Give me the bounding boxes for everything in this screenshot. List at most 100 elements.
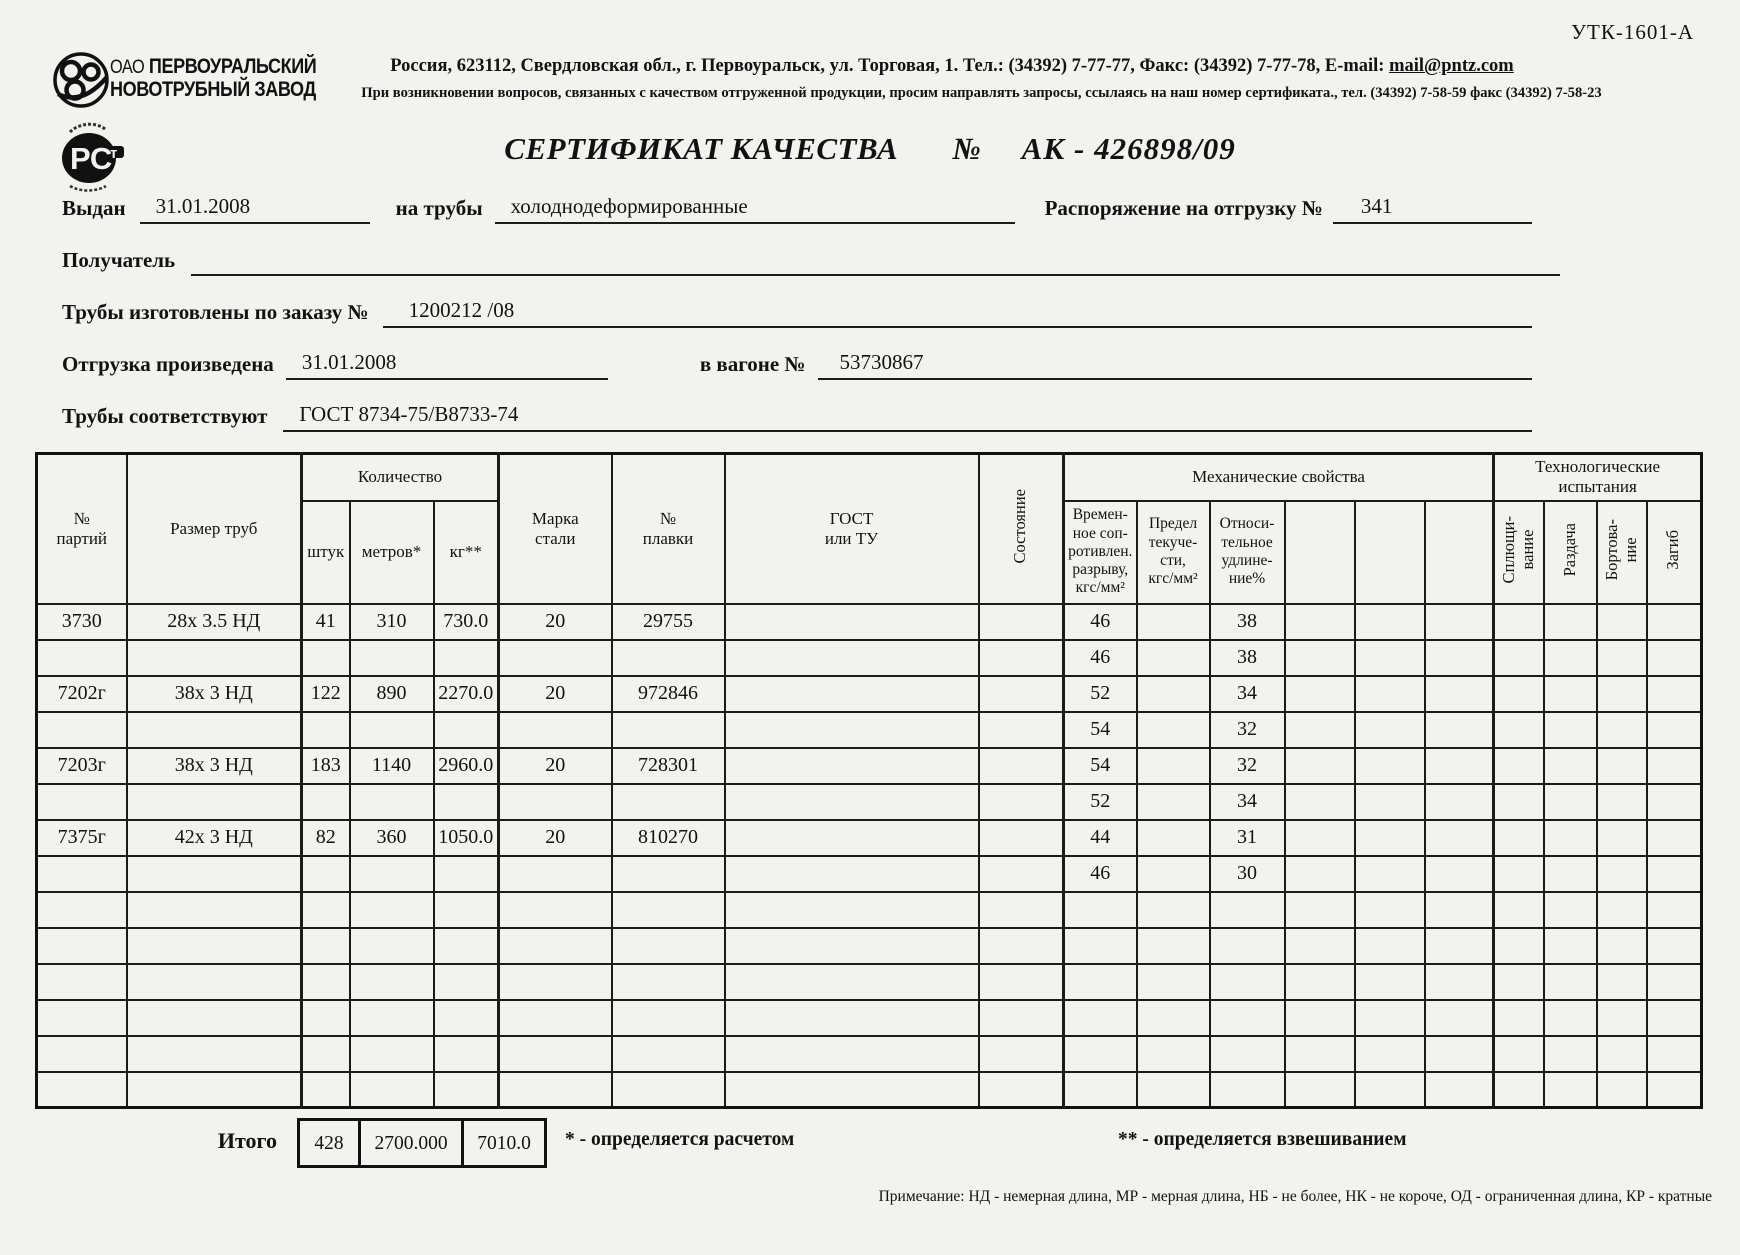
table-cell [1492, 1070, 1545, 1109]
table-cell [1492, 674, 1545, 713]
table-cell [1492, 926, 1545, 965]
col-group-quantity: Количество [299, 452, 500, 502]
table-cell [977, 638, 1065, 677]
shipping-order-value: 341 [1332, 194, 1532, 224]
table-cell [610, 782, 726, 821]
table-row: 54 32 [35, 710, 1703, 749]
table-cell: 32 [1208, 710, 1286, 749]
table-cell [1492, 746, 1545, 785]
table-cell [1423, 998, 1495, 1037]
table-cell [977, 998, 1065, 1037]
table-cell [1492, 998, 1545, 1037]
col-header-kg: кг** [432, 499, 500, 605]
table-cell [432, 782, 500, 821]
table-cell [1353, 962, 1426, 1001]
table-cell [610, 638, 726, 677]
table-cell [1283, 602, 1356, 641]
table-cell [1492, 782, 1545, 821]
svg-text:РС: РС [70, 141, 112, 176]
table-cell [125, 1034, 303, 1073]
table-cell [1542, 602, 1598, 641]
table-cell [1353, 854, 1426, 893]
table-cell [300, 710, 351, 749]
table-cell [1135, 890, 1211, 929]
certificate-table: № партий Размер труб Количество Марка ст… [35, 452, 1704, 1109]
table-wrapper: № партий Размер труб Количество Марка ст… [35, 452, 1704, 1109]
table-cell [1353, 638, 1426, 677]
table-cell [1423, 926, 1495, 965]
table-cell [723, 998, 980, 1037]
table-cell [300, 890, 351, 929]
table-cell: 38 [1208, 602, 1286, 641]
table-cell [1135, 854, 1211, 893]
condition-vertical-label: Состояние [1010, 488, 1030, 564]
table-cell [300, 1034, 351, 1073]
table-cell [348, 926, 435, 965]
col-header-steel-grade: Марка стали [497, 452, 613, 605]
col-header-heat-no: № плавки [610, 452, 726, 605]
table-cell [1283, 1070, 1356, 1109]
row-order: Трубы изготовлены по заказу № 1200212 /0… [62, 298, 1532, 328]
col-header-mech-extra-3 [1423, 499, 1495, 605]
table-cell [1423, 1070, 1495, 1109]
col-header-mech-extra-2 [1353, 499, 1426, 605]
table-cell [300, 782, 351, 821]
table-cell [723, 1070, 980, 1109]
table-cell [610, 926, 726, 965]
shipped-value: 31.01.2008 [285, 350, 608, 380]
table-cell [300, 998, 351, 1037]
col-header-meters: метров* [348, 499, 435, 605]
table-cell [125, 998, 303, 1037]
remark-note: Примечание: НД - немерная длина, МР - ме… [878, 1188, 1712, 1205]
table-cell [723, 782, 980, 821]
table-cell [348, 1034, 435, 1073]
table-row: 3730 28х 3.5 НД 41 310 730.0 20 29755 46 38 [35, 602, 1703, 641]
table-cell [1595, 962, 1648, 1001]
table-cell [35, 962, 128, 1001]
shipped-label: Отгрузка произведена [62, 352, 274, 376]
table-cell [977, 674, 1065, 713]
table-cell: 32 [1208, 746, 1286, 785]
table-cell: 31 [1208, 818, 1286, 857]
company-name-line1: ПЕРВОУРАЛЬСКИЙ [148, 55, 317, 78]
total-meters: 2700.000 [358, 1118, 464, 1168]
table-cell [1062, 962, 1138, 1001]
table-cell [1062, 890, 1138, 929]
table-cell [1423, 674, 1495, 713]
rst-certification-mark-icon: РС т [54, 116, 134, 199]
table-cell [35, 1034, 128, 1073]
total-label: Итого [217, 1128, 277, 1153]
form-code: УТК-1601-А [1571, 20, 1694, 44]
table-cell: 54 [1062, 746, 1138, 785]
table-cell [497, 890, 613, 929]
for-pipes-value: холоднодеформированные [494, 194, 1015, 224]
table-cell [1208, 890, 1286, 929]
table-cell [1492, 854, 1545, 893]
table-cell [432, 998, 500, 1037]
table-cell [610, 998, 726, 1037]
table-cell [432, 962, 500, 1001]
table-cell [1595, 746, 1648, 785]
table-cell: 30 [1208, 854, 1286, 893]
number-sign: № [952, 131, 982, 166]
table-row: 52 34 [35, 782, 1703, 821]
table-cell [977, 746, 1065, 785]
table-cell [348, 710, 435, 749]
table-cell [1645, 1070, 1703, 1109]
col-header-flattening: Сплющи- вание [1492, 499, 1545, 605]
table-cell [35, 782, 128, 821]
table-row: 7202г 38х 3 НД 122 890 2270.0 20 972846 52 34 [35, 674, 1703, 713]
table-cell [348, 962, 435, 1001]
table-cell [1283, 674, 1356, 713]
row-conform: Трубы соответствуют ГОСТ 8734-75/В8733-7… [62, 402, 1532, 432]
table-cell [35, 1070, 128, 1109]
contact-text: Россия, 623112, Свердловская обл., г. Пе… [390, 56, 1385, 76]
table-cell [1283, 1034, 1356, 1073]
shipping-order-label: Распоряжение на отгрузку № [1044, 196, 1323, 220]
table-cell: 3730 [35, 602, 128, 641]
table-cell: 20 [497, 674, 613, 713]
for-pipes-label: на трубы [395, 196, 483, 220]
table-cell [35, 890, 128, 929]
table-cell [1492, 638, 1545, 677]
table-cell: 29755 [610, 602, 726, 641]
